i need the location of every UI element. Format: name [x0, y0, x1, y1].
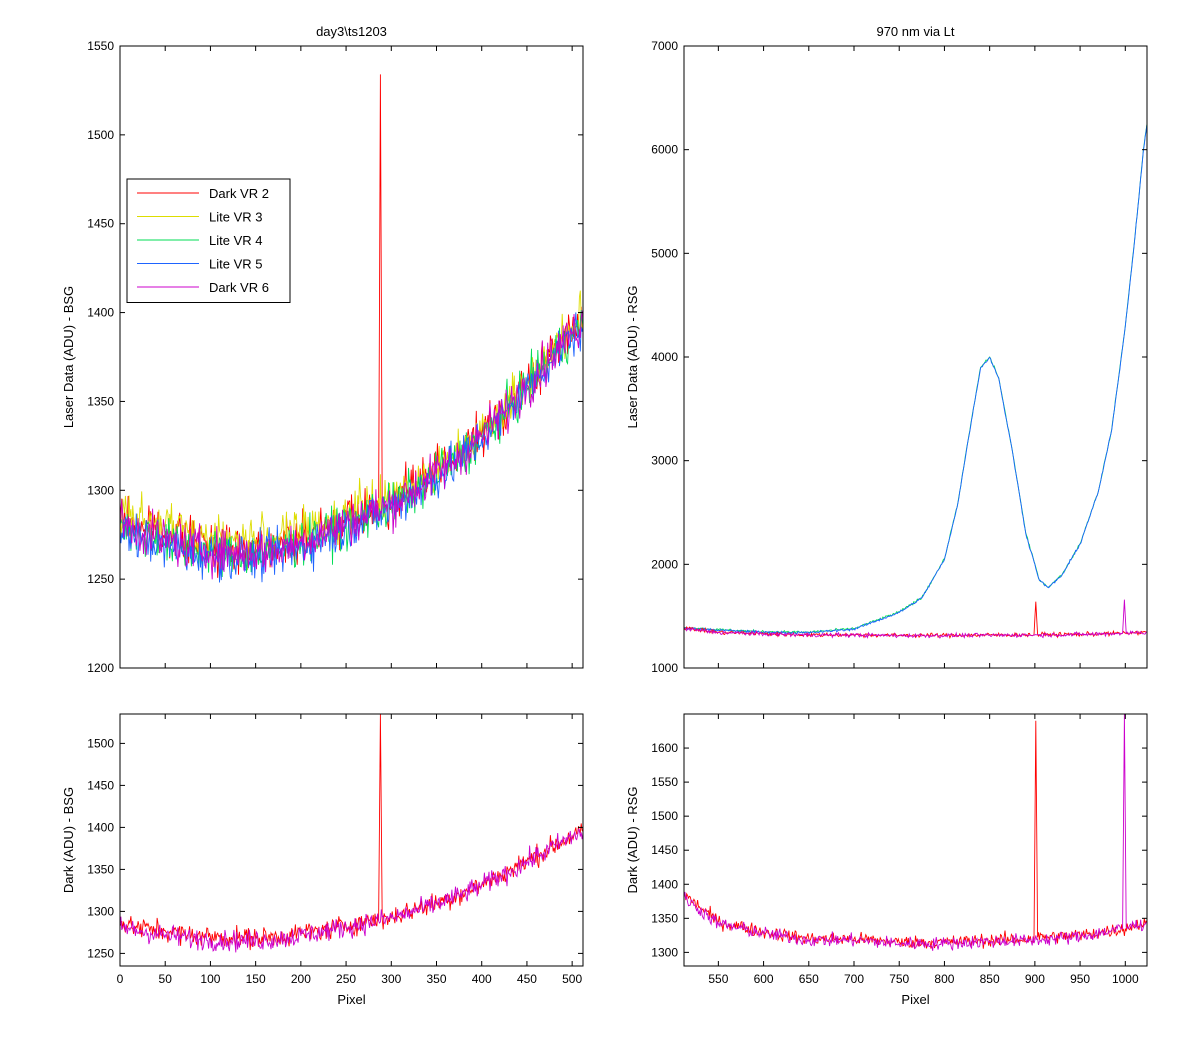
- chart-rsg_laser: 1000 2000 3000 4000 5000 6000 7000 970 nm via L…: [625, 24, 1148, 675]
- series-line-1: [684, 714, 1147, 952]
- y-tick-label: 1250: [87, 572, 114, 586]
- y-tick-label: 5000: [651, 246, 678, 260]
- y-tick-label: 1500: [87, 736, 114, 750]
- series-group: [120, 74, 583, 583]
- legend-label: Dark VR 6: [209, 280, 269, 295]
- legend-label: Lite VR 5: [209, 257, 262, 272]
- x-axis-label: Pixel: [337, 992, 365, 1007]
- y-tick-label: 3000: [651, 454, 678, 468]
- x-tick-label: 900: [1025, 972, 1045, 986]
- x-tick-label: 400: [472, 972, 492, 986]
- x-tick-label: 650: [799, 972, 819, 986]
- y-tick-label: 4000: [651, 350, 678, 364]
- y-tick-label: 1000: [651, 661, 678, 675]
- y-tick-label: 1450: [651, 843, 678, 857]
- chart-bsg_dark: 0 50 100 150 200 250 300 350 400 450 500 1250 1300 13…: [61, 713, 584, 1007]
- series-line-0: [120, 74, 583, 578]
- legend-label: Lite VR 3: [209, 210, 262, 225]
- y-axis-label: Dark (ADU) - RSG: [625, 787, 640, 894]
- x-tick-label: 50: [159, 972, 173, 986]
- series-group: [684, 714, 1147, 952]
- x-tick-label: 750: [889, 972, 909, 986]
- series-line-1: [120, 828, 583, 953]
- axes-frame: [119, 45, 584, 669]
- x-tick-label: 600: [754, 972, 774, 986]
- y-tick-label: 1400: [87, 306, 114, 320]
- y-tick-label: 1500: [651, 809, 678, 823]
- chart-title: day3\ts1203: [316, 24, 387, 39]
- y-tick-label: 1550: [87, 39, 114, 53]
- y-tick-label: 7000: [651, 39, 678, 53]
- axes-frame: [119, 713, 584, 967]
- y-tick-label: 2000: [651, 557, 678, 571]
- x-tick-label: 0: [117, 972, 124, 986]
- series-group: [684, 123, 1147, 639]
- x-tick-label: 800: [934, 972, 954, 986]
- y-tick-label: 1350: [651, 911, 678, 925]
- series-group: [120, 714, 583, 953]
- y-tick-label: 1600: [651, 741, 678, 755]
- x-tick-label: 300: [381, 972, 401, 986]
- x-tick-label: 100: [200, 972, 220, 986]
- legend-label: Lite VR 4: [209, 233, 262, 248]
- chart-bsg_laser: 1200 1250 1300 1350 1400 1450 1500 1550 day3\ts1…: [61, 24, 584, 675]
- y-axis-label: Laser Data (ADU) - BSG: [61, 286, 76, 428]
- y-tick-label: 6000: [651, 143, 678, 157]
- y-tick-label: 1350: [87, 862, 114, 876]
- y-tick-label: 1300: [87, 483, 114, 497]
- legend-label: Dark VR 2: [209, 186, 269, 201]
- y-axis-label: Laser Data (ADU) - RSG: [625, 285, 640, 428]
- x-tick-label: 700: [844, 972, 864, 986]
- y-tick-label: 1550: [651, 775, 678, 789]
- x-tick-label: 450: [517, 972, 537, 986]
- x-tick-label: 500: [562, 972, 582, 986]
- y-tick-label: 1350: [87, 394, 114, 408]
- y-axis-label: Dark (ADU) - BSG: [61, 787, 76, 893]
- series-line-4: [120, 310, 583, 580]
- x-tick-label: 350: [426, 972, 446, 986]
- legend-box: [126, 178, 291, 303]
- x-tick-label: 550: [708, 972, 728, 986]
- y-tick-label: 1450: [87, 778, 114, 792]
- y-tick-label: 1300: [651, 945, 678, 959]
- y-tick-label: 1200: [87, 661, 114, 675]
- axes-frame: [683, 713, 1148, 967]
- y-tick-label: 1300: [87, 904, 114, 918]
- x-tick-label: 850: [980, 972, 1000, 986]
- x-tick-label: 250: [336, 972, 356, 986]
- series-line-3: [684, 599, 1147, 639]
- series-line-1: [684, 124, 1147, 635]
- x-tick-label: 950: [1070, 972, 1090, 986]
- x-tick-label: 150: [246, 972, 266, 986]
- x-tick-label: 200: [291, 972, 311, 986]
- chart-rsg_dark: 550 600 650 700 750 800 850 900 950 1000 1300 1350 1…: [625, 713, 1148, 1007]
- y-tick-label: 1500: [87, 128, 114, 142]
- y-tick-label: 1400: [87, 820, 114, 834]
- y-tick-label: 1400: [651, 877, 678, 891]
- y-tick-label: 1450: [87, 217, 114, 231]
- legend: Dark VR 2 Lite VR 3 Lite VR 4 Lite VR 5 Dark…: [126, 178, 291, 303]
- x-axis-label: Pixel: [901, 992, 929, 1007]
- y-tick-label: 1250: [87, 946, 114, 960]
- x-tick-label: 1000: [1112, 972, 1139, 986]
- chart-title: 970 nm via Lt: [876, 24, 954, 39]
